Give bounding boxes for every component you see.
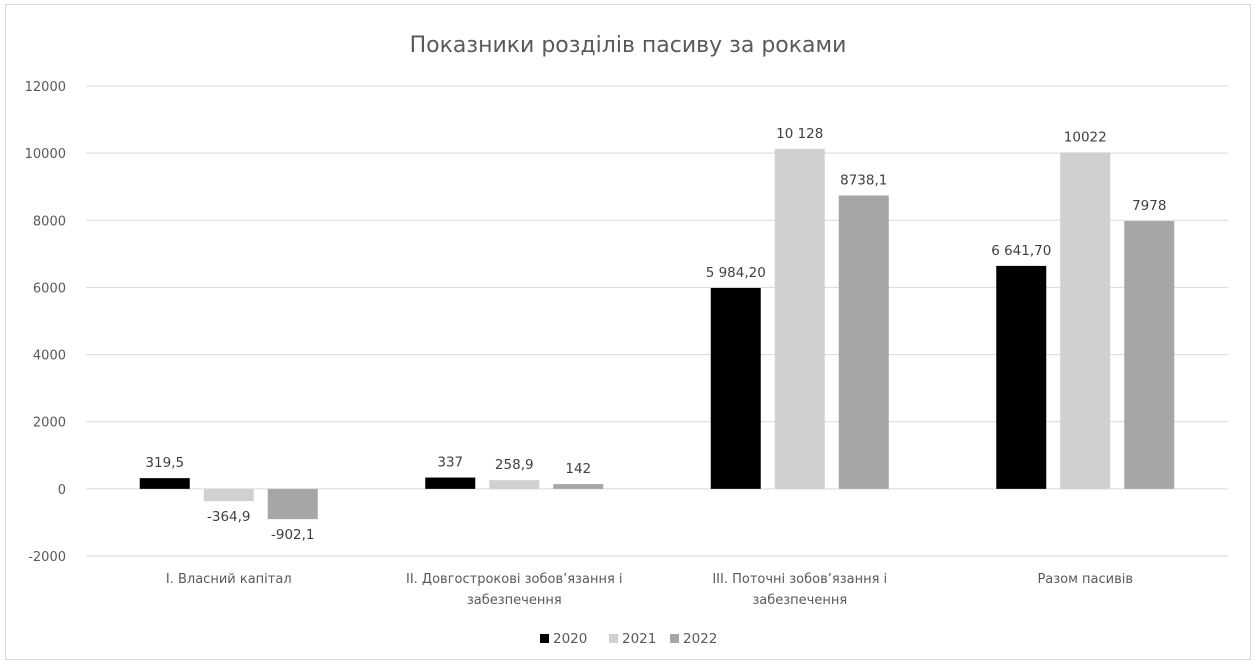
y-tick-label: 6000 <box>33 281 66 296</box>
y-axis-ticks: -2000 0 2000 4000 6000 8000 10000 12000 <box>25 80 66 565</box>
legend-label: 2022 <box>683 631 717 647</box>
bar-2020 <box>425 477 476 489</box>
category-label: ІІІ. Поточні зобов’язання і <box>712 572 887 587</box>
category-label: забезпечення <box>752 593 847 608</box>
data-label: 10022 <box>1064 129 1107 145</box>
data-label: 319,5 <box>145 455 184 471</box>
legend-swatch-2020 <box>540 634 549 643</box>
bar-2021 <box>489 480 540 489</box>
data-labels: 319,5 337 5 984,20 6 641,70 -364,9 258,9 10 12… <box>145 126 1166 543</box>
bar-2021 <box>203 488 254 502</box>
bar-2021 <box>1060 152 1111 489</box>
legend-swatch-2022 <box>670 634 679 643</box>
y-tick-label: 8000 <box>33 214 66 229</box>
x-axis-categories: І. Власний капітал ІІ. Довгострокові зобо… <box>166 572 1133 608</box>
category-label: Разом пасивів <box>1037 572 1133 587</box>
bar-2022 <box>1124 221 1175 489</box>
category-label: ІІ. Довгострокові зобов’язання і <box>406 572 623 587</box>
legend-label: 2021 <box>622 631 656 647</box>
bar-2022 <box>553 484 604 489</box>
bar-2020 <box>996 265 1047 489</box>
y-tick-label: 0 <box>58 483 66 498</box>
bar-2021 <box>774 148 825 489</box>
category-label: І. Власний капітал <box>166 572 292 587</box>
y-tick-label: 2000 <box>33 416 66 431</box>
data-label: 8738,1 <box>840 173 887 189</box>
category-label: забезпечення <box>467 593 562 608</box>
data-label: 7978 <box>1132 198 1166 214</box>
data-label: 258,9 <box>495 457 534 473</box>
bar-2022 <box>838 195 889 489</box>
y-tick-label: -2000 <box>28 550 66 565</box>
data-label: 337 <box>437 455 463 471</box>
legend-swatch-2021 <box>609 634 618 643</box>
y-tick-label: 4000 <box>33 349 66 364</box>
bar-2020 <box>710 287 761 489</box>
chart-title: Показники розділів пасиву за роками <box>410 33 847 58</box>
legend-label: 2020 <box>553 631 587 647</box>
bars <box>139 148 1175 520</box>
bar-2022 <box>267 488 318 520</box>
data-label: 5 984,20 <box>706 265 766 281</box>
data-label: -902,1 <box>271 527 315 543</box>
data-label: -364,9 <box>207 509 251 525</box>
y-tick-label: 12000 <box>25 80 66 95</box>
data-label: 6 641,70 <box>991 243 1051 259</box>
y-tick-label: 10000 <box>25 147 66 162</box>
data-label: 10 128 <box>776 126 823 142</box>
gridlines <box>86 85 1228 557</box>
data-label: 142 <box>565 461 591 477</box>
legend: 2020 2021 2022 <box>540 631 717 647</box>
bar-2020 <box>139 478 190 489</box>
